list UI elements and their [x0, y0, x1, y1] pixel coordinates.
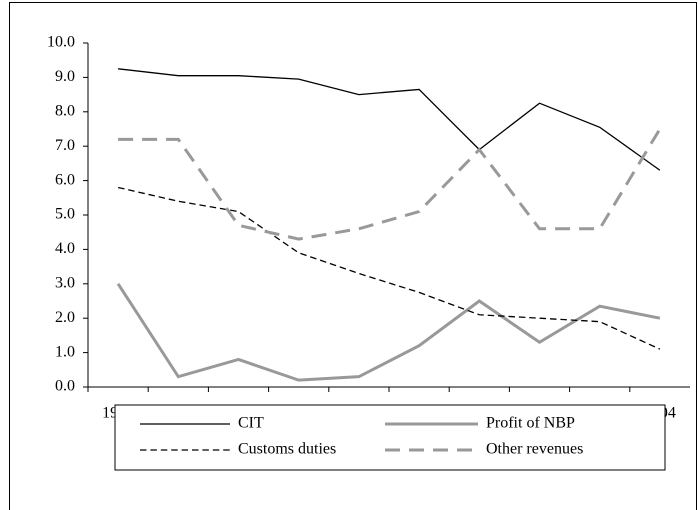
legend-label: CIT [238, 415, 264, 432]
y-tick-label: 9.0 [55, 68, 75, 85]
y-tick-label: 3.0 [55, 274, 75, 291]
series-line [118, 128, 662, 241]
legend-label: Other revenues [486, 441, 583, 458]
y-tick-label: 1.0 [55, 343, 75, 360]
y-tick-label: 0.0 [55, 378, 75, 395]
legend-label: Customs duties [238, 441, 336, 458]
chart-frame [9, 2, 697, 510]
y-tick-label: 2.0 [55, 309, 75, 326]
y-tick-label: 8.0 [55, 102, 75, 119]
series-line [117, 186, 661, 350]
legend-label: Profit of NBP [486, 415, 575, 432]
y-tick-label: 5.0 [55, 206, 75, 223]
y-tick-label: 6.0 [55, 171, 75, 188]
series-line [118, 68, 661, 171]
series-line [116, 282, 661, 382]
legend-box [114, 404, 666, 471]
y-tick-label: 10.0 [47, 34, 75, 51]
y-tick-label: 7.0 [55, 137, 75, 154]
y-tick-label: 4.0 [55, 240, 75, 257]
